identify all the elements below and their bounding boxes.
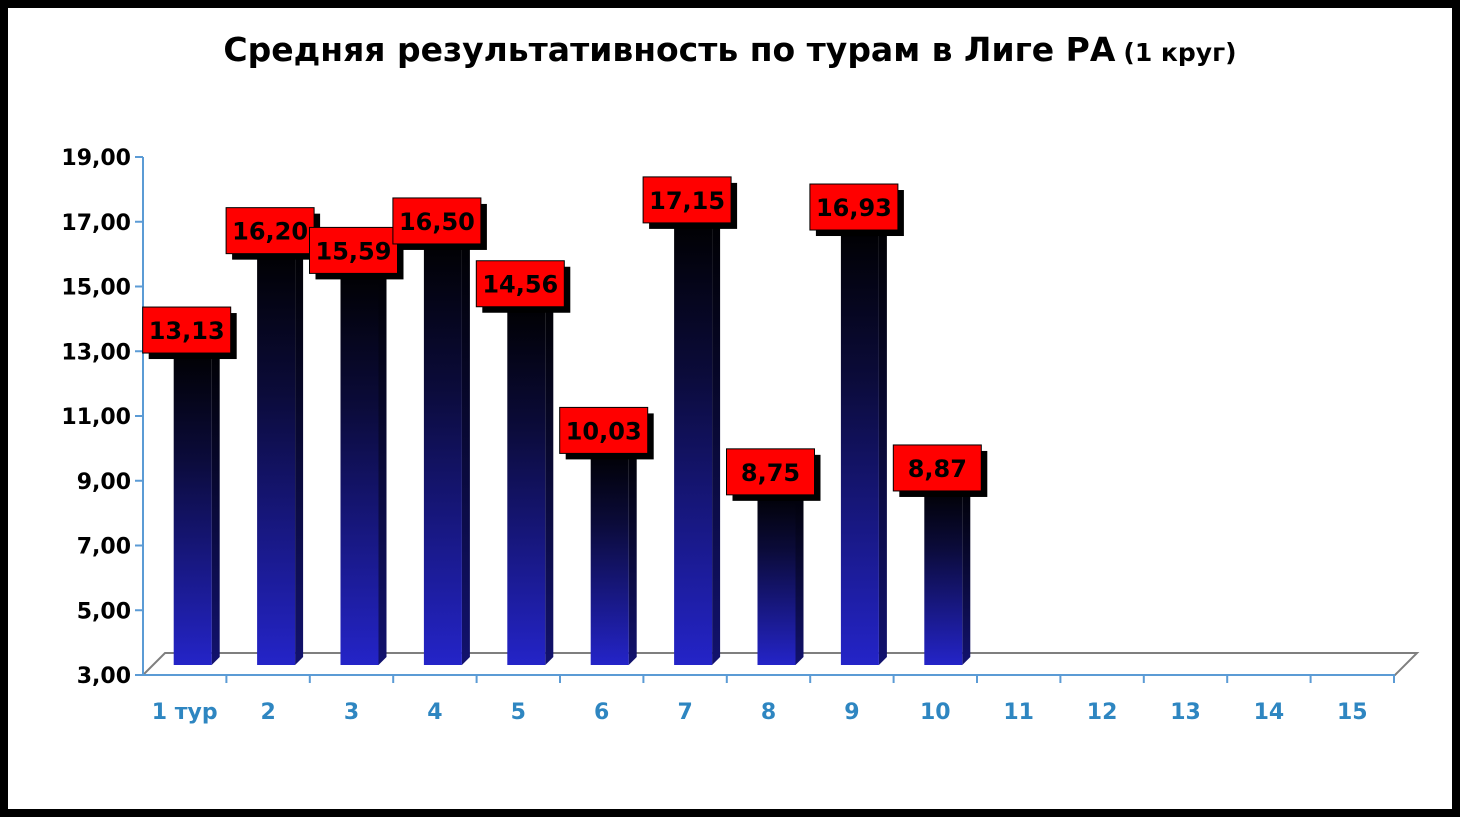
- y-tick-label: 19,00: [61, 146, 131, 171]
- x-tick-label: 2: [260, 700, 275, 725]
- chart-title-main: Средняя результативность по турам в Лиге…: [223, 30, 1116, 69]
- data-label: 16,93: [809, 183, 904, 237]
- data-label-text: 14,56: [482, 271, 558, 299]
- bar: [590, 439, 637, 665]
- data-label: 14,56: [475, 260, 571, 313]
- bar: [173, 339, 220, 665]
- x-tick-label: 11: [1003, 700, 1034, 725]
- data-label: 10,03: [559, 406, 654, 460]
- data-label-text: 8,75: [741, 459, 800, 487]
- bar: [507, 292, 554, 665]
- data-label-text: 15,59: [316, 237, 392, 265]
- data-label-text: 8,87: [908, 455, 967, 483]
- data-label: 8,87: [892, 444, 988, 497]
- x-tick-label: 10: [920, 700, 951, 725]
- data-label: 17,15: [642, 176, 738, 229]
- y-tick-label: 9,00: [77, 470, 131, 495]
- x-tick-label: 12: [1087, 700, 1118, 725]
- data-label: 15,59: [309, 226, 404, 280]
- bar: [257, 239, 304, 665]
- x-tick-label: 8: [761, 700, 776, 725]
- x-tick-label: 9: [844, 700, 859, 725]
- data-label: 13,13: [142, 306, 237, 360]
- chart-bars: [173, 208, 971, 666]
- chart-title-subtitle: (1 круг): [1123, 38, 1237, 67]
- bar: [757, 480, 804, 665]
- chart-axes: 3,00 5,00 7,00 9,00 11,00 13,00 15,00 17,00 19,0…: [61, 146, 1395, 725]
- y-tick-label: 5,00: [77, 599, 131, 624]
- x-tick-label: 4: [427, 700, 442, 725]
- y-tick-label: 3,00: [77, 664, 131, 689]
- x-tick-label: 14: [1254, 700, 1285, 725]
- x-tick-label: 3: [344, 700, 359, 725]
- data-label-text: 13,13: [149, 317, 225, 345]
- chart-title: Средняя результативность по турам в Лиге…: [0, 30, 1460, 69]
- y-tick-label: 17,00: [61, 211, 131, 236]
- x-tick-label: 7: [677, 700, 692, 725]
- y-tick-label: 11,00: [61, 405, 131, 430]
- data-label-text: 16,20: [232, 218, 308, 246]
- bar: [423, 229, 470, 665]
- data-label: 16,50: [392, 197, 487, 250]
- data-label: 8,75: [726, 448, 821, 501]
- bar: [840, 216, 887, 666]
- x-tick-label: 13: [1170, 700, 1201, 725]
- y-tick-label: 15,00: [61, 276, 131, 301]
- x-tick-label: 1 тур: [152, 700, 218, 725]
- x-tick-label: 6: [594, 700, 609, 725]
- data-label-text: 16,50: [399, 208, 475, 236]
- data-label: 16,20: [225, 207, 321, 260]
- x-tick-label: 15: [1337, 700, 1368, 725]
- x-tick-label: 5: [511, 700, 526, 725]
- data-label-text: 17,15: [649, 187, 725, 215]
- data-label-text: 10,03: [566, 417, 642, 445]
- bar: [340, 259, 387, 665]
- bar: [924, 476, 971, 665]
- y-tick-label: 13,00: [61, 340, 131, 365]
- bar: [674, 208, 721, 666]
- data-label-text: 16,93: [816, 194, 892, 222]
- y-tick-label: 7,00: [77, 535, 131, 560]
